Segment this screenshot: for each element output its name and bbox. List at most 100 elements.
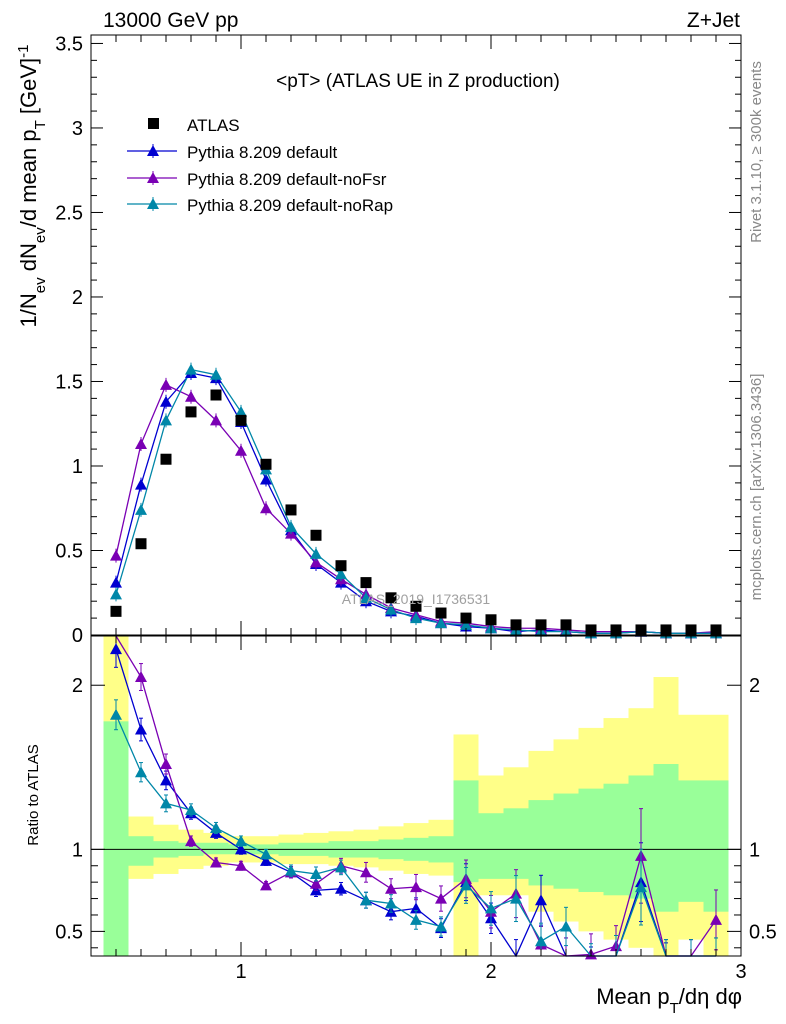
ratio-series-point-3 <box>360 894 372 906</box>
legend-label-2: Pythia 8.209 default-noFsr <box>187 170 387 189</box>
ratio-series-point-1 <box>410 902 422 914</box>
ratio-y-tick-label: 0.5 <box>55 921 83 943</box>
ratio-series-point-1 <box>235 843 247 855</box>
ratio-series-point-3 <box>385 897 397 909</box>
ratio-series-point-1 <box>110 643 122 655</box>
stat-band-bin <box>128 836 154 866</box>
main-series-point-1 <box>260 473 272 485</box>
legend: ATLAS Pythia 8.209 default Pythia 8.209 de… <box>127 116 393 215</box>
main-series-point-3 <box>435 617 447 629</box>
ratio-series-point-2 <box>385 882 397 894</box>
y-label-part: ev <box>32 277 49 293</box>
y-label-part: T <box>32 120 49 129</box>
main-series-point-3 <box>285 520 297 532</box>
main-series-point-3 <box>185 363 197 375</box>
atlas-data-point <box>160 453 172 465</box>
atlas-data-point <box>460 612 472 624</box>
ratio-series-point-3 <box>285 864 297 876</box>
plot-title: <pT> (ATLAS UE in Z production) <box>276 71 560 92</box>
main-series-point-3 <box>410 612 422 624</box>
y-label-part: dN <box>16 243 41 277</box>
ratio-series-point-2 <box>210 856 222 868</box>
ratio-series-point-1 <box>335 882 347 894</box>
atlas-data-point <box>435 607 447 619</box>
ratio-series-point-3 <box>410 913 422 925</box>
atlas-data-point <box>235 414 247 426</box>
main-series-point-1 <box>135 478 147 490</box>
ratio-series-point-3 <box>210 822 222 833</box>
ratio-series-point-3 <box>460 879 472 891</box>
main-series-point-2 <box>210 414 222 426</box>
main-y-tick-label: 0.5 <box>55 540 83 562</box>
legend-atlas-marker <box>148 118 159 129</box>
main-series-point-2 <box>160 378 172 390</box>
ratio-series-point-2 <box>260 879 272 891</box>
ratio-series-point-3 <box>135 766 147 778</box>
ratio-series-point-2 <box>710 913 722 925</box>
legend-label-3: Pythia 8.209 default-noRap <box>187 196 393 215</box>
atlas-data-point <box>185 406 197 418</box>
x-tick-label: 3 <box>735 961 746 983</box>
ratio-series-point-3 <box>485 902 497 914</box>
stat-band-bin <box>528 800 554 886</box>
ratio-series-point-2 <box>435 892 447 904</box>
main-panel-axes: 0 0.5 1 1.5 2 2.5 3 3.5 <box>55 33 742 647</box>
main-y-tick-label: 1.5 <box>55 371 83 393</box>
ratio-series-point-3 <box>260 848 272 860</box>
stat-band-bin <box>553 793 579 889</box>
main-y-tick-label: 3.5 <box>55 33 83 55</box>
atlas-data-point <box>335 560 347 572</box>
ratio-series-point-1 <box>160 774 172 786</box>
legend-marker <box>147 145 159 156</box>
ratio-y-tick-label: 2 <box>72 675 83 697</box>
main-series-point-2 <box>310 556 322 568</box>
main-y-tick-label: 2.5 <box>55 202 83 224</box>
x-label-part: /dη dφ <box>679 984 742 1009</box>
ratio-y-tick-label-right: 1 <box>749 839 760 861</box>
y-label-part: /d mean p <box>16 129 41 227</box>
ratio-series-point-3 <box>235 835 247 847</box>
ratio-series-point-3 <box>160 797 172 809</box>
x-axis-label: Mean pT/dη dφ <box>596 984 742 1017</box>
atlas-data-point <box>360 577 372 589</box>
ratio-series-point-3 <box>435 920 447 932</box>
rivet-version-label: Rivet 3.1.10, ≥ 300k events <box>748 61 765 243</box>
stat-band-bin <box>103 721 129 956</box>
ratio-series-point-3 <box>560 920 572 932</box>
atlas-data-point <box>135 538 147 550</box>
main-series-point-3 <box>335 568 347 580</box>
atlas-data-point <box>560 619 572 631</box>
ratio-series-point-3 <box>310 867 322 879</box>
legend-label-1: Pythia 8.209 default <box>187 143 338 162</box>
main-y-axis-label: 1/Nev dNev/d mean pT [GeV]-1 <box>15 45 49 328</box>
ratio-series-point-3 <box>335 861 347 873</box>
ratio-series-point-2 <box>160 758 172 769</box>
atlas-data-point <box>285 504 297 516</box>
ratio-series-point-2 <box>360 866 372 878</box>
main-series-point-2 <box>110 549 122 561</box>
ratio-y-axis-label: Ratio to ATLAS <box>25 744 42 845</box>
atlas-data-point <box>410 600 422 612</box>
main-y-tick-label: 3 <box>72 118 83 140</box>
stat-band-bin <box>678 780 704 902</box>
ratio-series-point-2 <box>185 835 197 847</box>
stat-band-bin <box>203 842 229 855</box>
ratio-series-point-2 <box>410 881 422 893</box>
ratio-series-point-3 <box>110 708 122 720</box>
main-series-point-1 <box>110 576 122 588</box>
main-series-point-3 <box>110 588 122 600</box>
main-series-point-3 <box>135 503 147 515</box>
ratio-series-point-1 <box>260 854 272 866</box>
x-label-part: Mean p <box>596 984 669 1009</box>
energy-label: 13000 GeV pp <box>103 9 238 32</box>
y-label-part: -1 <box>15 45 32 58</box>
ratio-series-point-2 <box>135 671 147 683</box>
atlas-data-point <box>485 614 497 626</box>
y-label-part: [GeV] <box>16 58 41 120</box>
legend-marker <box>147 172 159 183</box>
y-label-part: 1/N <box>16 293 41 327</box>
main-series-point-3 <box>460 618 472 630</box>
atlas-data-point <box>110 605 122 617</box>
ratio-y-tick-label-right: 0.5 <box>749 921 777 943</box>
